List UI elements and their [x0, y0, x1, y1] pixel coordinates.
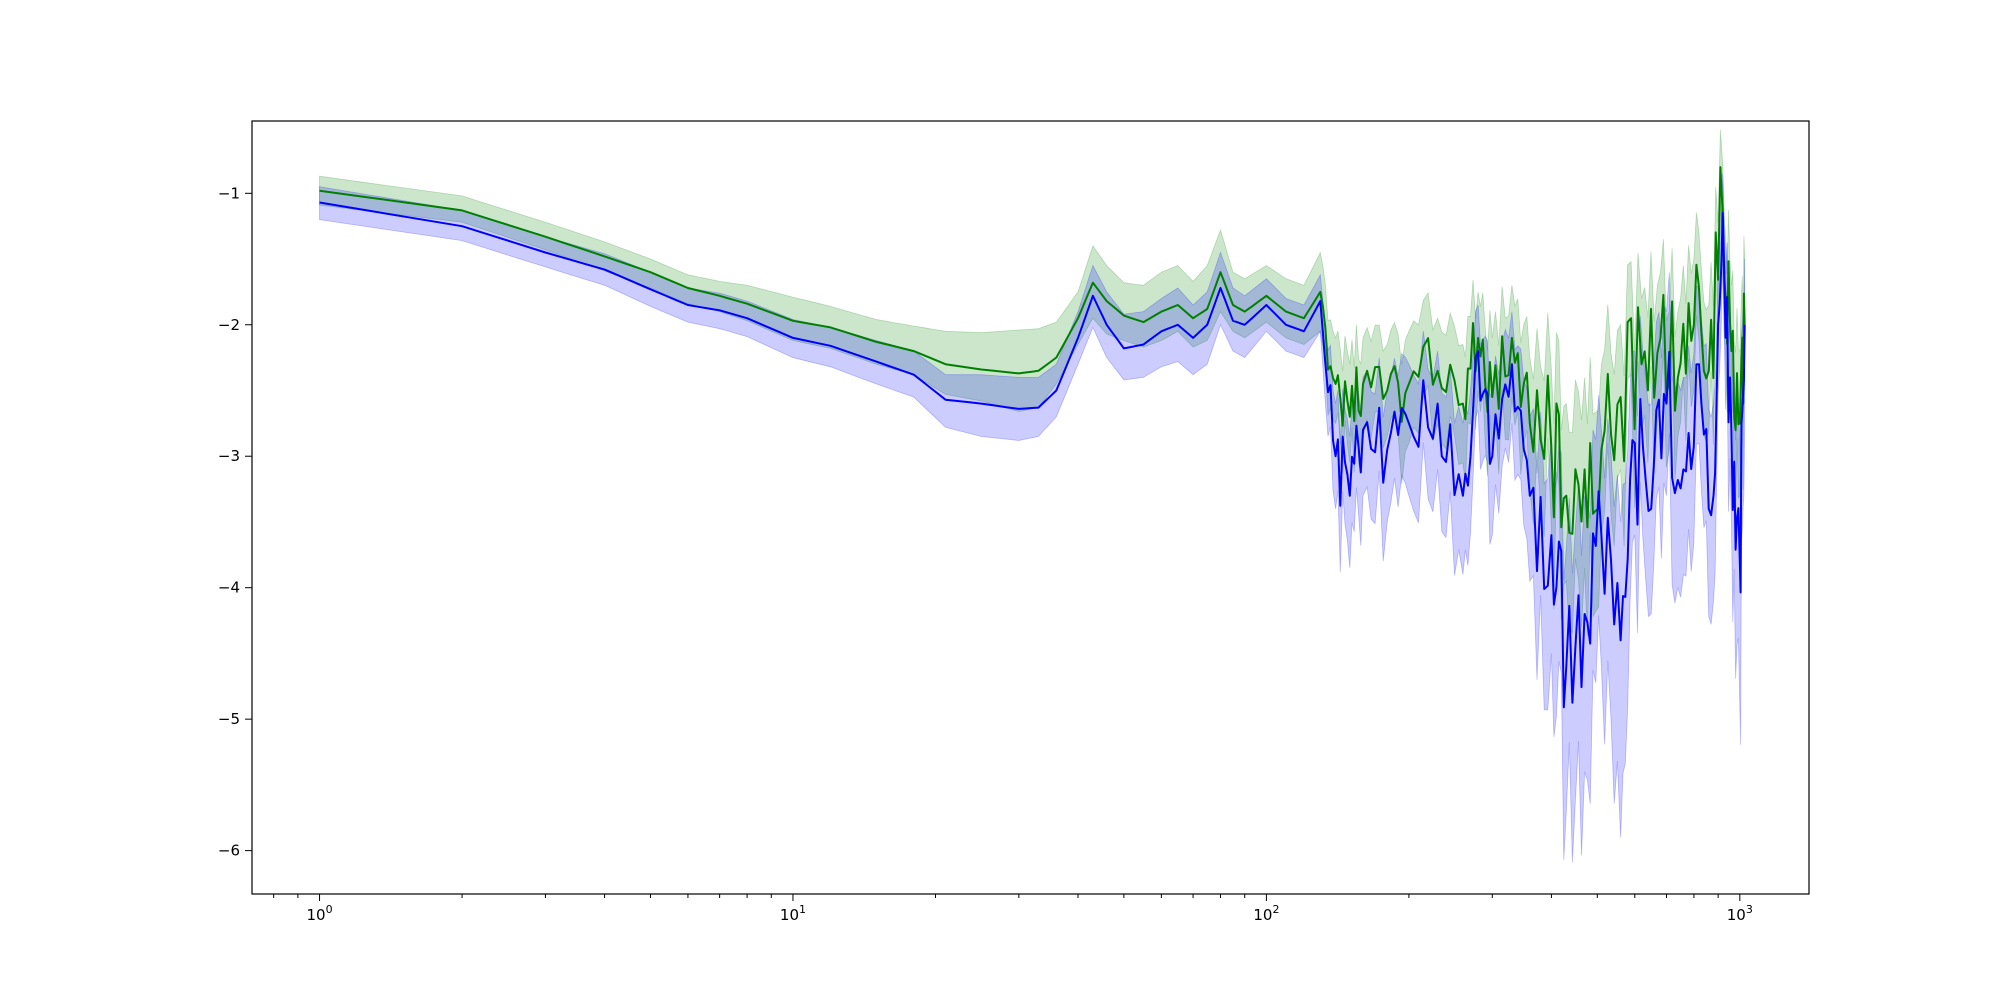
confidence-bands: [319, 129, 1746, 863]
series-0-line: [319, 166, 1746, 535]
series-1-line: [319, 201, 1746, 709]
y-tick-label: −2: [218, 316, 240, 334]
series-1-band: [319, 173, 1746, 863]
series-lines: [319, 166, 1746, 709]
x-tick-label: 103: [1727, 903, 1753, 924]
x-tick-label: 100: [306, 903, 332, 924]
y-tick-label: −1: [218, 184, 240, 202]
x-tick-label: 101: [780, 903, 806, 924]
y-tick-label: −5: [218, 710, 240, 728]
plot-frame: [251, 120, 1810, 895]
y-axis: −1 −2 −3 −4 −5 −6: [218, 184, 252, 860]
x-axis: 100 101 102 103: [273, 894, 1753, 924]
y-tick-label: −3: [218, 447, 240, 465]
x-tick-label: 102: [1253, 903, 1279, 924]
y-tick-label: −4: [218, 579, 240, 597]
series-0-band: [319, 129, 1746, 637]
y-tick-label: −6: [218, 842, 240, 860]
